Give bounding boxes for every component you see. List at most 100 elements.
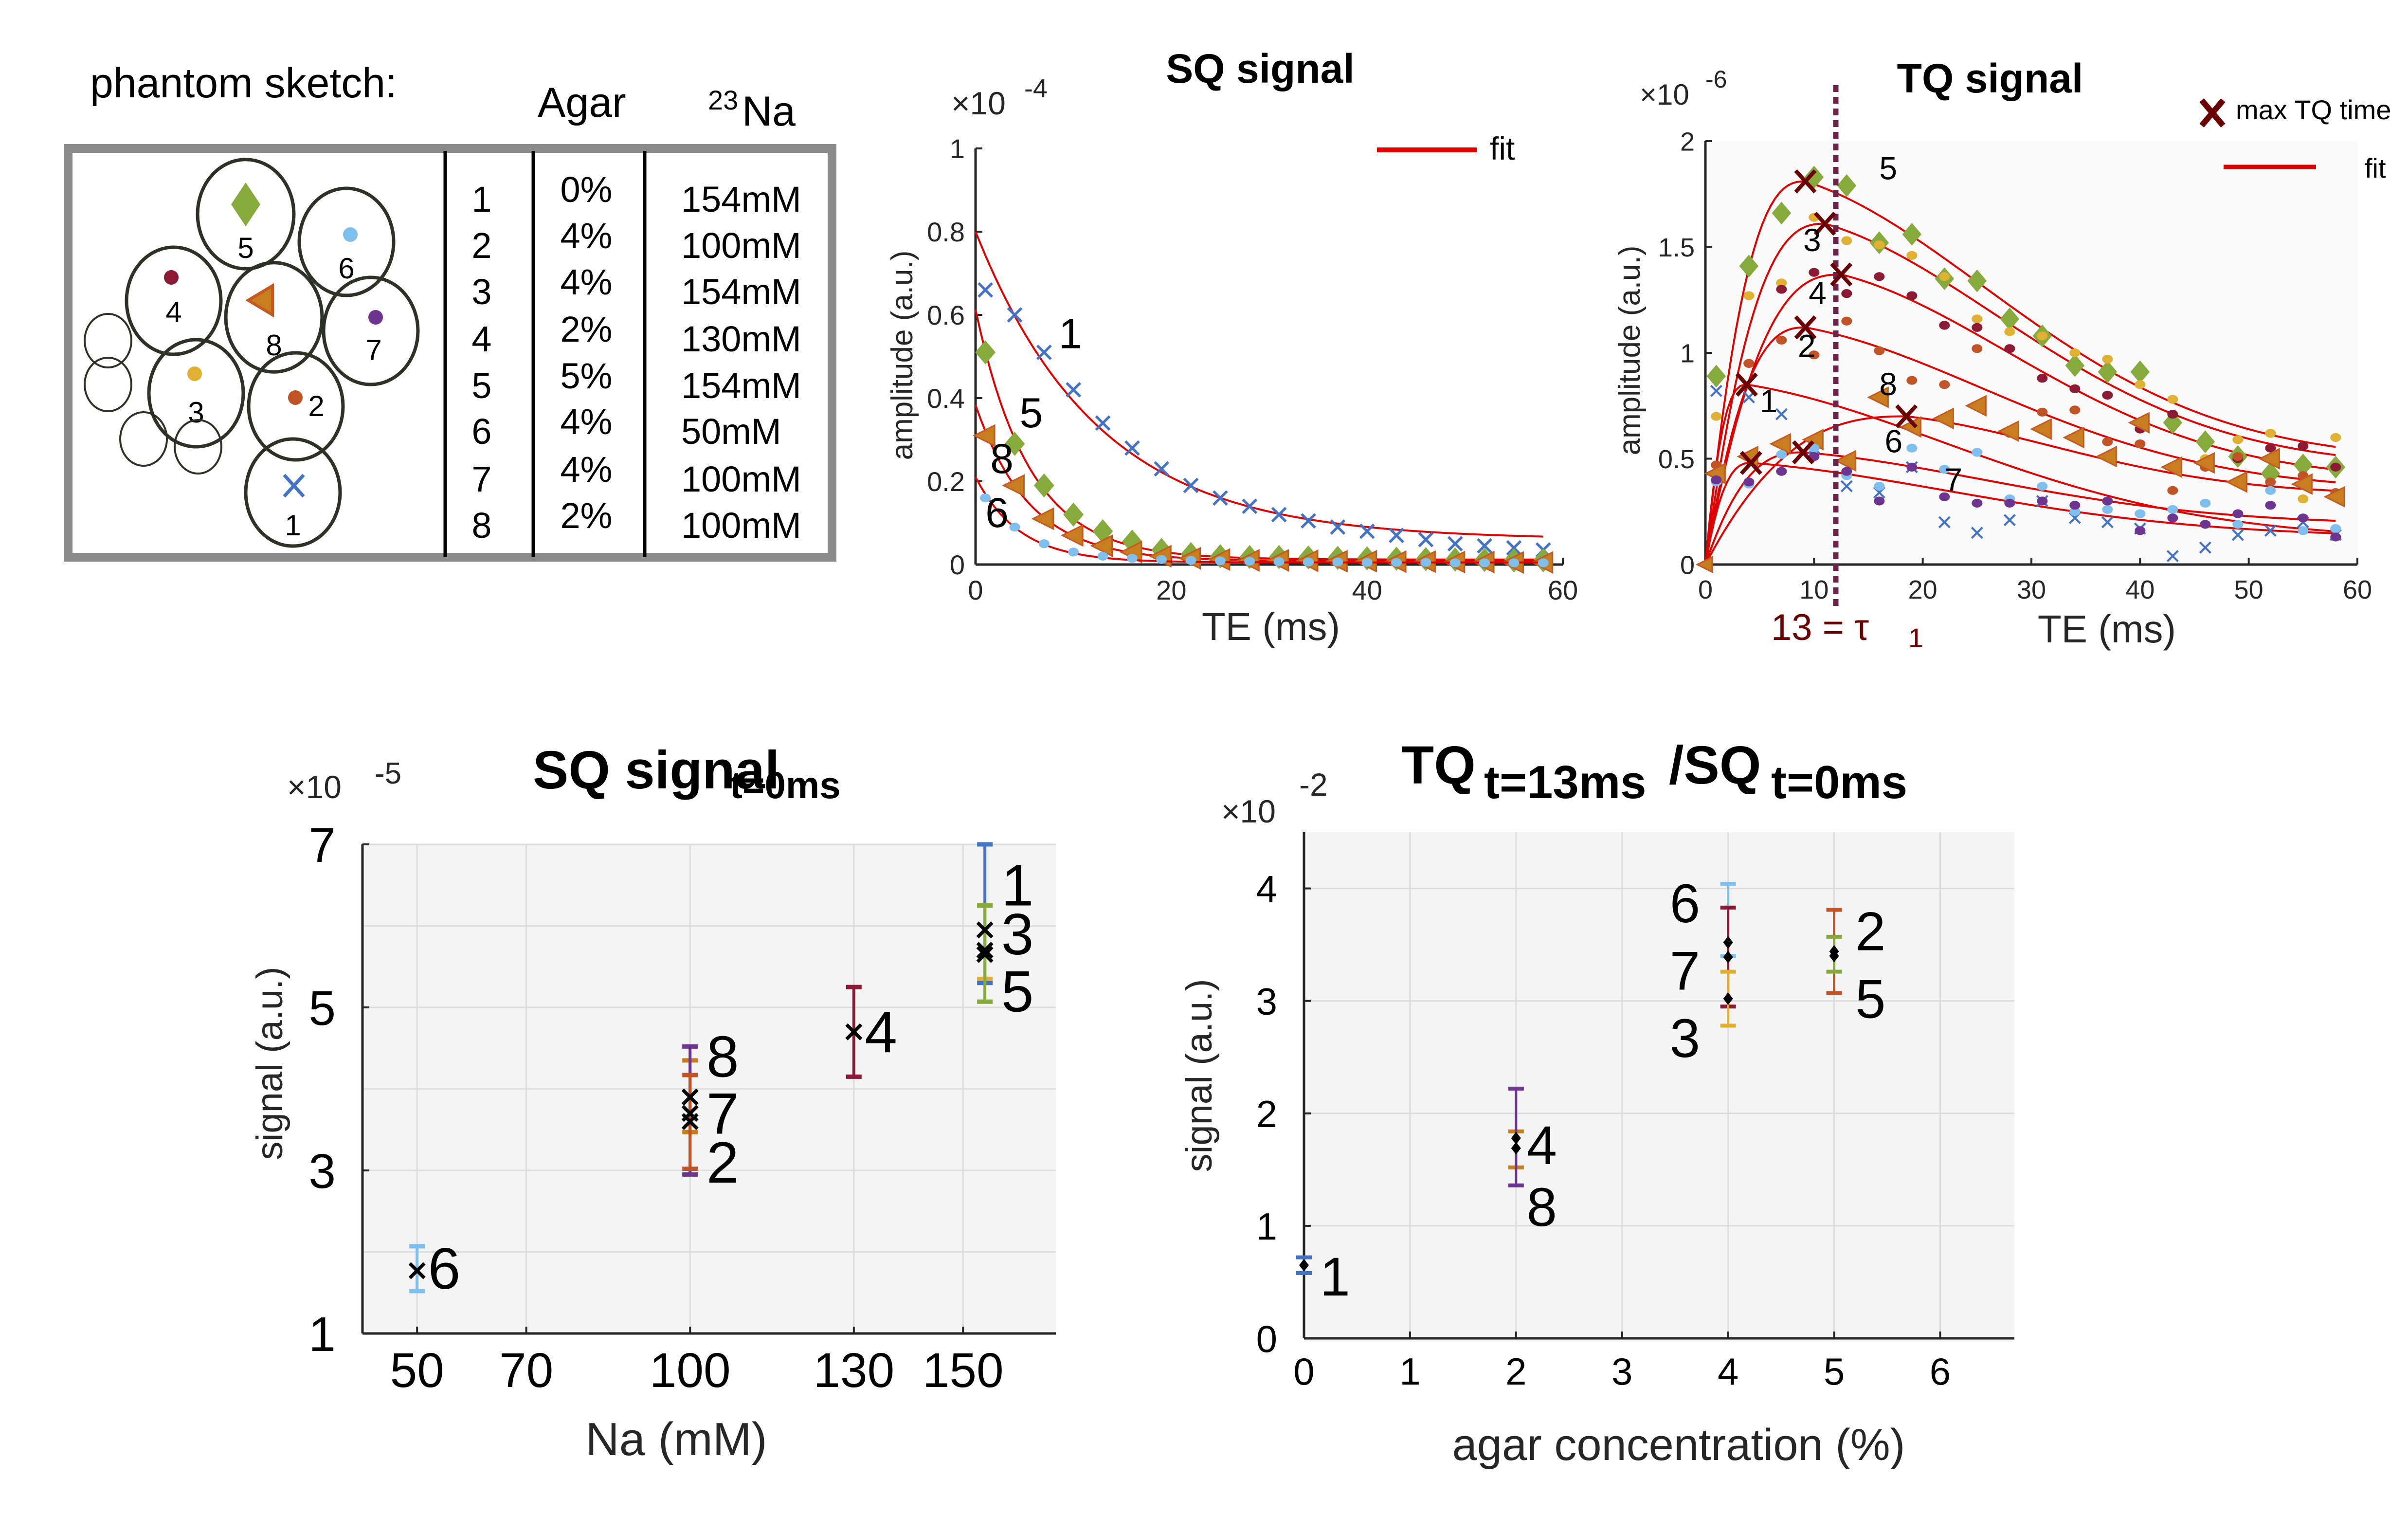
data-point-5 bbox=[1033, 473, 1054, 498]
tq-signal-chart: TQ signal ×10 -6 0 10 20 30 40 50 60 0 0.5 1 1.5 2 5… bbox=[1613, 55, 2391, 653]
na-header: Na bbox=[742, 88, 796, 135]
data-point-1-stroke bbox=[2199, 541, 2211, 554]
point-label: 5 bbox=[1001, 959, 1034, 1024]
empty-vial bbox=[174, 419, 222, 474]
data-point-1 bbox=[1389, 528, 1404, 544]
phantom-row-id: 4 bbox=[471, 319, 491, 359]
data-point-7 bbox=[2102, 496, 2113, 506]
phantom-row-na: 154mM bbox=[681, 272, 801, 312]
x-tick-label: 60 bbox=[1548, 575, 1578, 605]
data-point-6 bbox=[1391, 558, 1402, 567]
mean-x-stroke bbox=[681, 1113, 699, 1130]
data-point-6 bbox=[2135, 509, 2146, 518]
point-label: 5 bbox=[1855, 968, 1885, 1029]
y-tick-label: 4 bbox=[1256, 868, 1277, 911]
data-point-1-stroke bbox=[1183, 477, 1199, 493]
y-tick-label: 5 bbox=[308, 981, 336, 1036]
data-point-5 bbox=[1967, 269, 1987, 292]
data-point-7 bbox=[2069, 501, 2081, 510]
data-point-1-stroke bbox=[1036, 345, 1052, 360]
legend-fit-label: fit bbox=[1490, 130, 1515, 166]
sq-t0-chart: SQ signal t=0ms ×10 -5 50 70 100 130 1501357… bbox=[249, 740, 1056, 1465]
vial-label: 2 bbox=[308, 390, 324, 422]
data-point-1-stroke bbox=[1154, 461, 1170, 477]
curve-label: 5 bbox=[1020, 390, 1043, 437]
mean-marker-4 bbox=[1511, 1132, 1521, 1145]
y-tick-label: 0 bbox=[1256, 1317, 1277, 1360]
point-label: 8 bbox=[1527, 1177, 1557, 1238]
chart-title: TQ signal bbox=[1897, 55, 2083, 101]
y-exponent: -5 bbox=[375, 757, 401, 790]
data-point-8 bbox=[2095, 445, 2117, 468]
curve-label: 8 bbox=[990, 436, 1014, 482]
data-point-8 bbox=[1997, 420, 2019, 442]
data-point-8 bbox=[1867, 386, 1889, 408]
data-point-7 bbox=[1841, 467, 1852, 476]
y-exponent: -2 bbox=[1299, 766, 1328, 803]
data-point-8 bbox=[2323, 486, 2345, 508]
data-point-2 bbox=[1776, 335, 1787, 345]
data-point-1-stroke bbox=[1066, 382, 1082, 398]
data-point-1-stroke bbox=[2166, 550, 2179, 563]
data-point-1-stroke bbox=[1971, 527, 1983, 539]
legend-max-label: max TQ time bbox=[2236, 94, 2391, 125]
data-point-1-stroke bbox=[1330, 519, 1346, 535]
data-point-5 bbox=[2098, 360, 2118, 383]
phantom-row-agar: 4% bbox=[561, 449, 613, 490]
x-tick-label: 40 bbox=[1352, 575, 1382, 605]
phantom-row-agar: 0% bbox=[561, 169, 613, 210]
data-point-6 bbox=[1214, 556, 1226, 566]
data-point-8 bbox=[1769, 433, 1791, 455]
max-x-stroke bbox=[1813, 211, 1836, 236]
mean-x-stroke bbox=[976, 921, 994, 939]
chart-title-subscript: t=0ms bbox=[1771, 756, 1907, 808]
data-point-3 bbox=[2135, 380, 2146, 389]
phantom-vial-8 bbox=[224, 261, 324, 374]
data-point-1-stroke bbox=[1775, 408, 1788, 420]
data-point-8 bbox=[1002, 474, 1025, 497]
data-point-1 bbox=[1066, 382, 1082, 398]
x-axis-label: Na (mM) bbox=[585, 1413, 767, 1465]
data-point-6 bbox=[1097, 551, 1108, 561]
data-point-8 bbox=[2193, 452, 2215, 474]
phantom-table: 1 0% 154mM 2 4% 100mM 3 4% 154mM 4 2% 130mM 5 5% 154mM… bbox=[471, 169, 801, 546]
x-tick-label: 0 bbox=[968, 575, 983, 605]
point-label: 2 bbox=[706, 1130, 739, 1195]
data-point-6 bbox=[1303, 557, 1314, 566]
data-point-5 bbox=[2195, 430, 2215, 454]
y-exponent: -4 bbox=[1024, 74, 1048, 103]
y-tick-label: 0.4 bbox=[927, 383, 965, 414]
data-point-1-stroke bbox=[1477, 538, 1492, 554]
x-tick-label: 130 bbox=[813, 1343, 894, 1398]
data-point-1-stroke bbox=[1301, 513, 1316, 529]
max-tq-marker-1 bbox=[1735, 372, 1758, 397]
vial-label: 6 bbox=[338, 252, 354, 285]
data-point-6 bbox=[2298, 526, 2309, 535]
data-point-3 bbox=[2265, 429, 2276, 438]
phantom-vial-1 bbox=[244, 437, 342, 548]
mean-marker-8 bbox=[1511, 1142, 1521, 1155]
data-point-1 bbox=[1124, 440, 1140, 456]
x-tick-label: 0 bbox=[1698, 575, 1713, 604]
data-point-1 bbox=[1775, 408, 1788, 420]
data-point-8 bbox=[2128, 412, 2150, 434]
y-axis-label: signal (a.u.) bbox=[1178, 979, 1220, 1172]
vial-marker-x bbox=[283, 474, 305, 498]
curve-label: 6 bbox=[985, 490, 1009, 536]
data-point-1 bbox=[1506, 540, 1522, 556]
data-point-8 bbox=[1061, 524, 1084, 547]
phantom-row-agar: 4% bbox=[561, 262, 613, 302]
data-point-8 bbox=[2160, 456, 2182, 478]
data-point-3 bbox=[1711, 412, 1722, 421]
phantom-row-agar: 2% bbox=[561, 495, 613, 536]
data-point-1 bbox=[1271, 507, 1287, 523]
y-tick-label: 1 bbox=[308, 1307, 336, 1362]
data-point-1 bbox=[1840, 480, 1853, 493]
data-point-6 bbox=[1906, 443, 1918, 453]
y-tick-label: 1 bbox=[950, 133, 965, 164]
data-point-5 bbox=[1739, 255, 1759, 278]
data-point-2 bbox=[2265, 477, 2276, 487]
data-point-3 bbox=[2298, 494, 2309, 504]
data-point-1 bbox=[1242, 498, 1258, 514]
